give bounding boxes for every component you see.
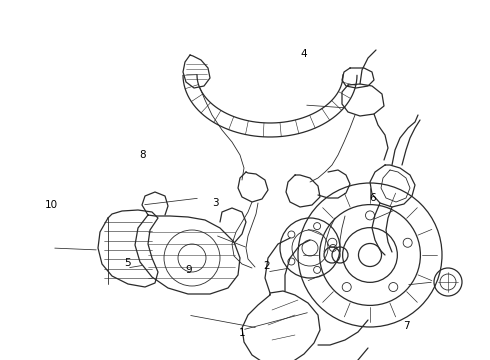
Text: 1: 1 bbox=[239, 328, 246, 338]
Text: 7: 7 bbox=[403, 321, 410, 331]
Text: 3: 3 bbox=[212, 198, 219, 208]
Text: 8: 8 bbox=[139, 150, 146, 160]
Text: 5: 5 bbox=[124, 258, 131, 268]
Text: 9: 9 bbox=[185, 265, 192, 275]
Text: 6: 6 bbox=[369, 193, 376, 203]
Text: 4: 4 bbox=[300, 49, 307, 59]
Text: 2: 2 bbox=[264, 261, 270, 271]
Text: 10: 10 bbox=[45, 200, 58, 210]
